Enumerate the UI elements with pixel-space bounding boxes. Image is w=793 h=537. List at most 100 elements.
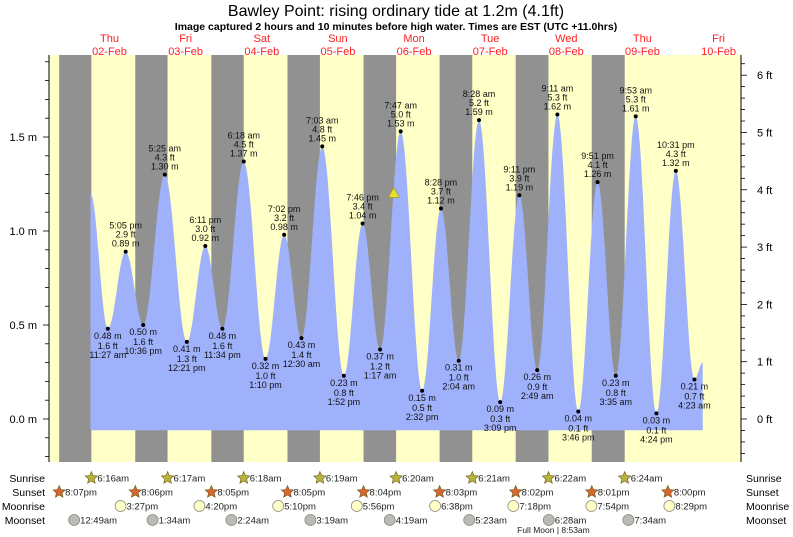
sunset-time: 8:03pm bbox=[446, 488, 478, 499]
sunset-icon bbox=[356, 484, 371, 498]
high-tide-m-label: 0.89 m bbox=[112, 239, 140, 249]
high-tide-ft-label: 4.1 ft bbox=[588, 160, 609, 170]
sunset-icon bbox=[432, 484, 447, 498]
moonset-icon bbox=[304, 514, 317, 526]
high-tide-time-label: 10:31 pm bbox=[657, 140, 695, 150]
moonset-icon bbox=[68, 514, 80, 526]
low-tide-m-label: 0.48 m bbox=[94, 331, 122, 341]
moonrise-icon bbox=[193, 500, 206, 512]
moon-phase-label: Full Moon | 8:53am bbox=[517, 525, 590, 535]
moonset-icon bbox=[622, 514, 635, 526]
low-tide-m-label: 0.23 m bbox=[330, 378, 358, 388]
day-name-label: Fri bbox=[712, 33, 725, 45]
left-axis-tick-label: 1.5 m bbox=[9, 132, 37, 144]
low-tide-m-label: 0.21 m bbox=[681, 382, 709, 392]
sunrise-icon bbox=[541, 470, 556, 484]
low-tide-ft-label: 1.2 ft bbox=[370, 361, 391, 371]
high-tide-point bbox=[673, 168, 678, 173]
low-tide-m-label: 0.04 m bbox=[565, 413, 593, 423]
moonrise-time: 7:54pm bbox=[597, 502, 629, 513]
moonrise-time: 3:27pm bbox=[127, 502, 159, 513]
low-tide-ft-label: 0.1 ft bbox=[568, 423, 589, 433]
low-tide-point bbox=[613, 373, 618, 378]
right-axis-tick-label: 6 ft bbox=[757, 70, 772, 82]
high-tide-ft-label: 3.9 ft bbox=[509, 173, 530, 183]
low-tide-time-label: 1:17 am bbox=[364, 370, 397, 380]
moonrise-icon bbox=[114, 500, 127, 512]
moonset-time: 5:23am bbox=[475, 516, 507, 527]
sunset-icon bbox=[660, 484, 675, 498]
high-tide-ft-label: 3.0 ft bbox=[195, 224, 216, 234]
low-tide-time-label: 12:30 am bbox=[283, 359, 321, 369]
tide-area bbox=[90, 114, 703, 431]
high-tide-m-label: 1.04 m bbox=[349, 210, 377, 220]
low-tide-point bbox=[220, 326, 225, 331]
day-name-label: Tue bbox=[481, 33, 500, 45]
low-tide-point bbox=[654, 411, 659, 416]
low-tide-time-label: 2:49 am bbox=[521, 391, 554, 401]
moonset-time: 1:34am bbox=[159, 516, 191, 527]
low-tide-m-label: 0.41 m bbox=[173, 344, 201, 354]
high-tide-ft-label: 4.8 ft bbox=[312, 124, 333, 134]
high-tide-point bbox=[476, 118, 481, 123]
sunrise-icon bbox=[236, 470, 251, 484]
sunrise-icon bbox=[312, 470, 327, 484]
left-axis-tick-label: 0.0 m bbox=[9, 414, 37, 426]
moonrise-row-label-left: Moonrise bbox=[2, 501, 45, 513]
high-tide-point bbox=[282, 232, 287, 237]
moonrise-time: 7:18pm bbox=[519, 502, 551, 513]
high-tide-time-label: 9:11 am bbox=[541, 83, 573, 93]
high-tide-point bbox=[438, 206, 443, 211]
low-tide-m-label: 0.32 m bbox=[252, 361, 280, 371]
day-name-label: Fri bbox=[179, 33, 192, 45]
moonrise-time: 8:29pm bbox=[675, 502, 707, 513]
high-tide-ft-label: 3.7 ft bbox=[431, 186, 452, 196]
high-tide-m-label: 1.32 m bbox=[662, 158, 690, 168]
moonset-icon bbox=[225, 514, 238, 526]
high-tide-ft-label: 4.5 ft bbox=[234, 139, 255, 149]
sunrise-time: 6:24am bbox=[631, 474, 663, 485]
low-tide-m-label: 0.23 m bbox=[602, 378, 630, 388]
low-tide-m-label: 0.09 m bbox=[486, 404, 514, 414]
moonset-icon bbox=[383, 514, 396, 526]
moonrise-row-label-right: Moonrise bbox=[746, 501, 789, 513]
low-tide-m-label: 0.31 m bbox=[445, 363, 473, 373]
low-tide-ft-label: 1.6 ft bbox=[98, 341, 119, 351]
moonset-time: 2:24am bbox=[237, 516, 269, 527]
high-tide-m-label: 1.45 m bbox=[308, 133, 336, 143]
low-tide-ft-label: 0.3 ft bbox=[490, 414, 511, 424]
low-tide-time-label: 3:09 pm bbox=[484, 423, 517, 433]
low-tide-ft-label: 1.6 ft bbox=[133, 337, 154, 347]
moonset-time: 3:19am bbox=[316, 516, 348, 527]
high-tide-point bbox=[360, 221, 365, 226]
chart-title: Bawley Point: rising ordinary tide at 1.… bbox=[228, 3, 564, 20]
moonset-time: 7:34am bbox=[634, 516, 666, 527]
moonrise-icon bbox=[585, 500, 598, 512]
high-tide-ft-label: 3.4 ft bbox=[353, 201, 374, 211]
moonrise-time: 5:10pm bbox=[284, 502, 316, 513]
right-axis-tick-label: 3 ft bbox=[757, 242, 772, 254]
moonset-time: 4:19am bbox=[396, 516, 428, 527]
chart-subtitle: Image captured 2 hours and 10 minutes be… bbox=[175, 21, 617, 33]
low-tide-point bbox=[299, 336, 304, 341]
high-tide-ft-label: 3.2 ft bbox=[274, 213, 295, 223]
day-name-label: Thu bbox=[633, 33, 652, 45]
right-axis-tick-label: 5 ft bbox=[757, 127, 772, 139]
high-tide-ft-label: 5.0 ft bbox=[391, 109, 412, 119]
low-tide-time-label: 11:27 am bbox=[89, 350, 126, 360]
left-axis-tick-label: 1.0 m bbox=[9, 226, 37, 238]
low-tide-ft-label: 1.4 ft bbox=[291, 350, 312, 360]
high-tide-point bbox=[123, 249, 128, 254]
low-tide-ft-label: 0.9 ft bbox=[527, 382, 548, 392]
high-tide-point bbox=[320, 144, 325, 149]
low-tide-time-label: 2:04 am bbox=[442, 382, 475, 392]
high-tide-point bbox=[203, 244, 208, 249]
high-tide-time-label: 8:28 pm bbox=[425, 177, 458, 187]
high-tide-ft-label: 5.3 ft bbox=[626, 94, 647, 104]
right-axis-tick-label: 0 ft bbox=[757, 414, 772, 426]
day-name-label: Sun bbox=[328, 33, 348, 45]
moonrise-icon bbox=[663, 500, 676, 512]
high-tide-ft-label: 4.3 ft bbox=[155, 153, 176, 163]
day-name-label: Mon bbox=[403, 33, 424, 45]
moonset-row-label-right: Moonset bbox=[746, 515, 786, 527]
